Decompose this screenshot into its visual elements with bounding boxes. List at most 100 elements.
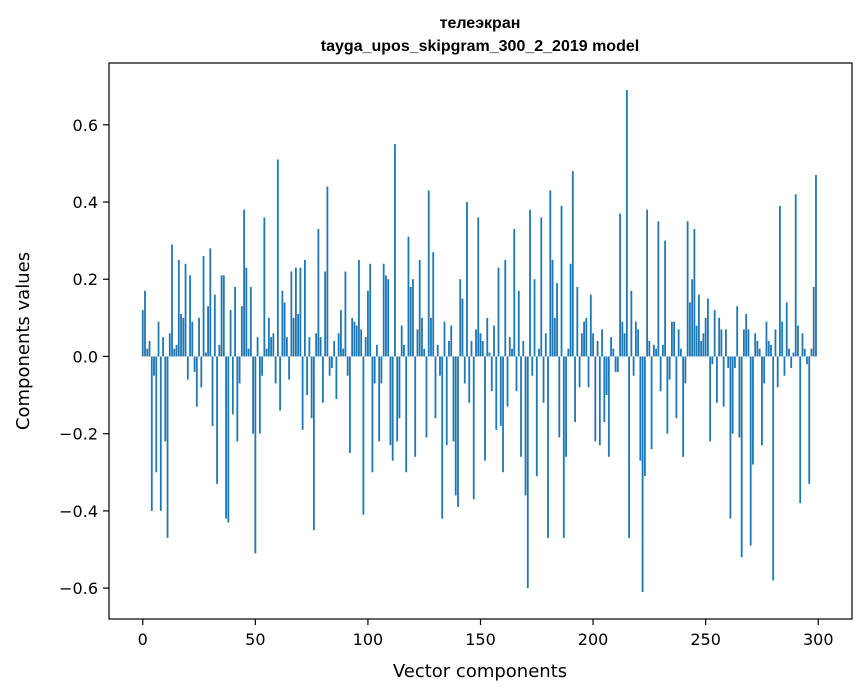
bar [569,263,572,357]
bar [227,356,230,523]
bar [448,341,450,357]
bar [403,344,405,357]
bar [479,333,482,357]
bar [725,329,727,357]
bar [815,174,817,357]
bar [776,356,779,388]
bar [148,341,151,357]
bar [585,317,588,357]
bar [335,356,338,399]
bar [452,356,455,442]
bar [589,294,592,357]
bar [673,321,676,357]
y-tick-label: 0.0 [73,347,98,366]
bar [716,356,718,403]
bar [682,356,685,457]
bar [204,352,207,357]
bar [763,356,766,384]
bar [294,267,297,357]
bar [236,356,239,442]
bar [414,356,417,457]
bar [571,171,574,357]
bar [340,310,342,357]
bar [220,275,223,357]
bar [801,333,804,357]
bar [157,321,160,357]
bar [700,341,703,357]
bar [463,356,466,384]
bar [524,356,527,496]
bar [616,356,619,372]
bar [666,356,669,434]
bar [457,356,459,508]
bar [630,290,633,357]
bar [623,333,626,357]
y-axis-ticks: −0.6 −0.4 −0.2 0.0 0.2 0.4 0.6 [59,116,109,598]
bar [770,344,772,357]
bar [477,217,480,357]
bar [263,217,266,357]
bar [481,341,484,357]
chart-subtitle: tayga_upos_skipgram_300_2_2019 model [321,38,639,55]
bar [441,356,444,519]
bar [454,356,457,496]
bar [150,356,153,511]
bar [506,356,509,407]
bar [177,259,180,357]
bar [734,356,736,369]
bar [722,356,725,407]
bar [283,302,286,357]
bar [558,356,561,438]
bar [256,337,259,357]
bar [522,341,525,357]
bar [652,344,655,357]
bar [565,356,567,457]
bar [632,356,635,376]
bar [707,298,709,357]
bar [407,236,410,357]
bar [592,333,594,357]
bar [729,356,732,519]
bar [508,337,511,357]
bar [538,348,540,357]
y-axis-label: Components values [13,252,34,430]
bar [580,333,583,357]
bar [211,356,214,426]
bar [567,348,570,357]
bar [551,259,554,357]
bar [222,275,225,357]
bar [303,259,306,357]
bar [209,248,212,357]
bar [144,290,146,357]
bar [394,144,396,357]
bar [702,333,705,357]
bar [698,294,700,357]
bar [587,356,590,388]
bar [297,313,300,357]
bar [783,356,786,376]
bar [533,279,536,357]
x-axis-ticks: 0 50 100 150 200 250 300 [138,619,834,649]
bar [184,263,187,357]
bar [272,333,275,357]
bar [376,344,378,357]
bar [598,356,601,446]
bar [790,356,793,369]
bar [421,317,423,357]
bar [619,213,621,357]
bar [432,252,435,357]
bar [439,356,441,376]
bar [497,267,500,357]
bar [349,356,351,453]
bar [389,356,392,446]
bar [607,356,610,457]
bar [276,159,279,357]
bar [641,356,644,592]
bar [333,341,336,357]
bar [202,256,205,357]
bar [288,356,291,380]
bar [418,259,421,357]
bar [216,356,218,484]
bar [274,356,277,384]
